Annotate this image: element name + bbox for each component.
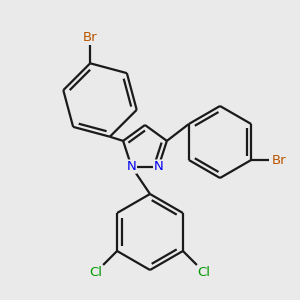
Text: N: N <box>154 160 164 173</box>
Text: Br: Br <box>272 154 286 166</box>
Text: Cl: Cl <box>90 266 103 278</box>
Text: Cl: Cl <box>197 266 210 278</box>
Text: N: N <box>127 160 136 173</box>
Text: Br: Br <box>83 31 98 44</box>
